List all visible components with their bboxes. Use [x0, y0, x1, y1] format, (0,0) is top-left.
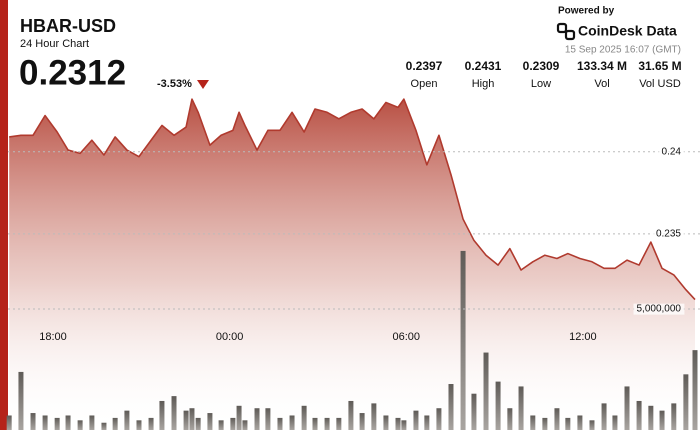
stats: 0.2397 Open 0.2431 High 0.2309 Low 133.34 M Vol…	[406, 59, 682, 90]
tick-label-bg	[633, 303, 685, 315]
x-tick-label: 12:00	[569, 331, 597, 343]
volume-bar	[612, 415, 618, 430]
brand: CoinDesk Data	[578, 23, 677, 39]
stat-value: 0.2397	[406, 59, 443, 73]
volume-bar	[624, 386, 630, 430]
down-arrow	[197, 80, 209, 89]
stat-value: 0.2309	[523, 59, 560, 73]
y-tick-label: 0.24	[662, 146, 682, 157]
volume-bar	[218, 420, 224, 430]
volume-bar	[242, 420, 248, 430]
volume-bar	[542, 417, 548, 430]
volume-bar	[101, 422, 107, 430]
volume-bar	[301, 405, 307, 430]
stat-label: Vol	[594, 78, 609, 90]
volume-bar	[530, 415, 536, 430]
price: 0.2312	[19, 53, 126, 92]
volume-bar	[483, 352, 489, 430]
volume-bar	[312, 417, 318, 430]
y-tick-label: 5,000,000	[637, 304, 682, 315]
accent-bar	[0, 0, 8, 430]
volume-bar	[289, 415, 295, 430]
volume-bar	[507, 408, 513, 430]
stat-label: Low	[531, 78, 551, 90]
stat-value: 31.65 M	[638, 59, 681, 73]
stat-value: 133.34 M	[577, 59, 627, 73]
volume-bar	[671, 403, 677, 430]
volume-bar	[401, 420, 407, 430]
stat-value: 0.2431	[465, 59, 502, 73]
stat-label: Open	[411, 78, 438, 90]
volume-bar	[124, 410, 130, 430]
volume-bar	[54, 417, 60, 430]
x-tick-label: 06:00	[392, 331, 420, 343]
volume-bar	[518, 386, 524, 430]
powered-by: Powered by	[558, 6, 615, 17]
stat-label: Vol USD	[639, 78, 681, 90]
volume-bar	[565, 417, 571, 430]
stat-label: High	[472, 78, 495, 90]
subtitle: 24 Hour Chart	[20, 38, 89, 50]
volume-bar	[371, 403, 377, 430]
volume-bar	[112, 417, 118, 430]
symbol: HBAR-USD	[20, 16, 116, 36]
volume-bar	[589, 420, 595, 430]
volume-bar	[148, 417, 154, 430]
volume-bar	[495, 381, 501, 430]
change: -3.53%	[157, 78, 192, 90]
volume-bar	[324, 417, 330, 430]
volume-bar	[448, 384, 454, 430]
volume-bar	[683, 374, 689, 430]
volume-bar	[236, 405, 242, 430]
volume-bar	[207, 413, 213, 430]
volume-bar	[42, 415, 48, 430]
tick-label-bg	[658, 146, 685, 158]
volume-bar	[601, 403, 607, 430]
x-tick-label: 00:00	[216, 331, 244, 343]
volume-bar	[336, 417, 342, 430]
volume-bar	[89, 415, 95, 430]
volume-bar	[265, 408, 271, 430]
volume-bar	[636, 400, 642, 430]
volume-bar	[277, 417, 283, 430]
y-tick-label: 0.235	[656, 228, 681, 239]
volume-bar	[254, 408, 260, 430]
price-area	[9, 99, 695, 430]
volume-bar	[230, 417, 236, 430]
volume-bar	[195, 417, 201, 430]
volume-bar	[18, 371, 24, 430]
volume-bar	[383, 415, 389, 430]
volume-bar	[171, 396, 177, 430]
volume-bar	[577, 415, 583, 430]
volume-bar	[189, 408, 195, 430]
volume-bar	[659, 410, 665, 430]
volume-bar	[77, 420, 83, 430]
x-tick-label: 18:00	[39, 331, 67, 343]
volume-bar	[413, 410, 419, 430]
tick-label-bg	[652, 228, 685, 240]
plot: 0.24 0.235 5,000,000 18:00 00:00 06:00 12:00	[6, 98, 700, 430]
volume-bar	[554, 408, 560, 430]
volume-bar	[436, 408, 442, 430]
brand-logo	[556, 22, 576, 41]
timestamp: 15 Sep 2025 16:07 (GMT)	[565, 45, 681, 56]
volume-bar	[471, 393, 477, 430]
volume-bar	[136, 420, 142, 430]
price-line	[9, 98, 696, 301]
volume-bar	[65, 415, 71, 430]
volume-bar	[159, 400, 165, 430]
volume-bar	[648, 405, 654, 430]
volume-bar	[6, 415, 12, 430]
volume-bar	[359, 413, 365, 430]
volume-bar	[348, 400, 354, 430]
volume-bar	[395, 417, 401, 430]
volume-bar	[183, 410, 189, 430]
volume-bar	[30, 413, 36, 430]
volume-bar	[424, 415, 430, 430]
volume-bar	[460, 250, 466, 430]
volume-bar	[692, 350, 698, 430]
